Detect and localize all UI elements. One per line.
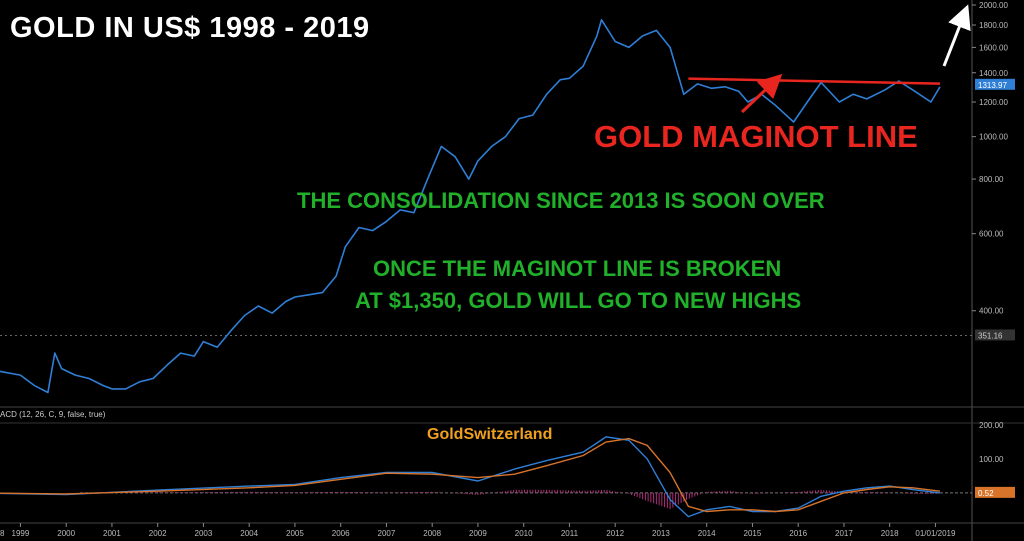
x-tick-label: 2005 <box>286 529 304 538</box>
last-price-label-box <box>975 78 1015 90</box>
reference-value-label: 351.16 <box>978 331 1003 340</box>
x-tick-label: 2014 <box>698 529 716 538</box>
x-tick-label: 2012 <box>606 529 624 538</box>
new-highs-arrow <box>942 4 971 67</box>
x-tick-label: 2009 <box>469 529 487 538</box>
y-tick-label: 1200.00 <box>979 98 1008 107</box>
x-tick-label: 2018 <box>881 529 899 538</box>
x-tick-label: 2000 <box>57 529 75 538</box>
macd-line <box>0 436 941 518</box>
x-tick-label: 1999 <box>12 529 30 538</box>
brand-watermark: GoldSwitzerland <box>427 426 553 443</box>
macd-last-label-box <box>975 486 1015 498</box>
y-tick-label: 1400.00 <box>979 69 1008 78</box>
x-tick-label: 2008 <box>423 529 441 538</box>
macd-y-tick-label: 200.00 <box>979 421 1004 430</box>
x-tick-label: 2002 <box>149 529 167 538</box>
x-tick-label: 2010 <box>515 529 533 538</box>
x-tick-label: 01/01/2019 <box>915 529 956 538</box>
y-tick-label: 2000.00 <box>979 1 1008 10</box>
maginot-line-annotation: GOLD MAGINOT LINE <box>594 119 918 154</box>
y-tick-label: 400.00 <box>979 307 1004 316</box>
x-tick-label: 2015 <box>744 529 762 538</box>
macd-indicator-label: ACD (12, 26, C, 9, false, true) <box>0 410 106 419</box>
x-tick-label-partial: 8 <box>0 529 5 538</box>
x-tick-label: 2004 <box>240 529 258 538</box>
chart-title: GOLD IN US$ 1998 - 2019 <box>10 12 370 44</box>
last-price-label: 1313.97 <box>978 81 1007 90</box>
y-tick-label: 1600.00 <box>979 43 1008 52</box>
reference-value-label-box <box>975 329 1015 341</box>
macd-last-label: 0.52 <box>978 489 994 498</box>
x-tick-label: 2013 <box>652 529 670 538</box>
x-tick-label: 2006 <box>332 529 350 538</box>
x-tick-label: 2007 <box>378 529 396 538</box>
x-tick-label: 2001 <box>103 529 121 538</box>
maginot-arrow <box>740 73 783 114</box>
macd-y-tick-label: 100.00 <box>979 455 1004 464</box>
breakout-annotation-line1: ONCE THE MAGINOT LINE IS BROKEN <box>373 256 782 281</box>
x-tick-label: 2017 <box>835 529 853 538</box>
y-tick-label: 1000.00 <box>979 133 1008 142</box>
signal-line <box>0 437 941 513</box>
consolidation-annotation: THE CONSOLIDATION SINCE 2013 IS SOON OVE… <box>297 188 825 213</box>
x-tick-label: 2003 <box>195 529 213 538</box>
maginot-line <box>688 77 941 85</box>
y-tick-label: 600.00 <box>979 230 1004 239</box>
breakout-annotation-line2: AT $1,350, GOLD WILL GO TO NEW HIGHS <box>355 288 802 313</box>
y-tick-label: 1800.00 <box>979 21 1008 30</box>
y-tick-label: 800.00 <box>979 175 1004 184</box>
x-tick-label: 2011 <box>561 529 579 538</box>
x-tick-label: 2016 <box>789 529 807 538</box>
